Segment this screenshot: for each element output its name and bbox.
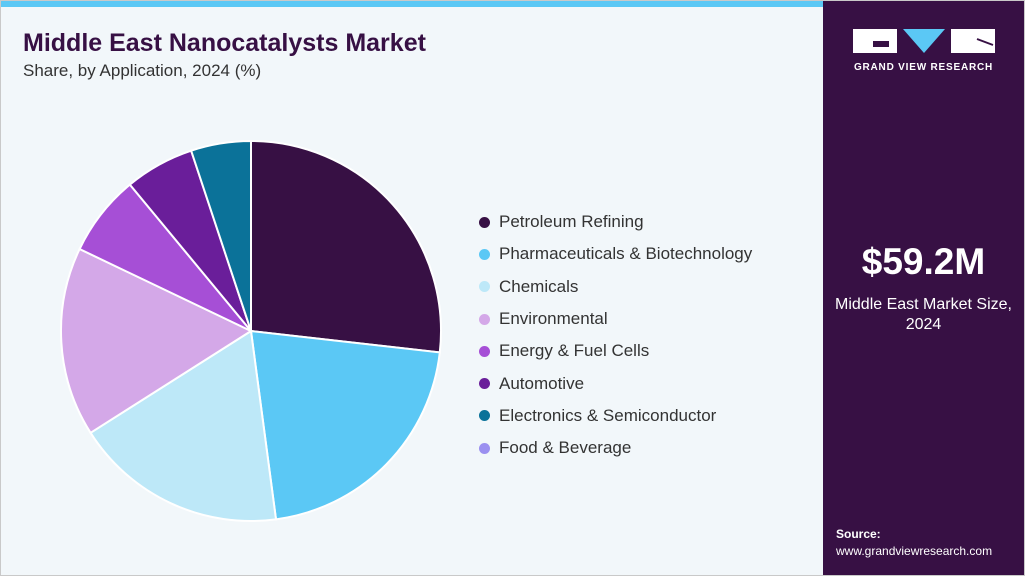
pie-slice-6 — [189, 139, 252, 332]
legend-marker — [479, 281, 490, 293]
legend-label: Electronics & Semiconductor — [499, 405, 717, 425]
legend: Petroleum Refining Pharmaceuticals & Biot… — [479, 206, 752, 464]
pie-chart — [60, 139, 442, 522]
legend-marker — [479, 313, 490, 325]
legend-label: Pharmaceuticals & Biotechnology — [499, 244, 753, 264]
legend-item: Food & Beverage — [479, 432, 752, 464]
legend-label: Petroleum Refining — [499, 212, 644, 232]
market-value: $59.2M — [861, 241, 986, 282]
legend-marker — [479, 216, 490, 228]
legend-item: Chemicals — [479, 271, 752, 303]
pie-slice-0 — [250, 139, 442, 354]
legend-label: Food & Beverage — [499, 438, 632, 458]
legend-marker — [479, 248, 490, 260]
market-label: Middle East Market Size, 2024 — [835, 296, 1012, 333]
pie-slice-2 — [89, 329, 278, 522]
legend-item: Energy & Fuel Cells — [479, 335, 752, 367]
source-label: Source: — [836, 527, 881, 541]
legend-marker — [479, 378, 490, 390]
legend-item: Petroleum Refining — [479, 206, 752, 238]
sidebar: GRAND VIEW RESEARCH $59.2M Middle East M… — [823, 1, 1024, 575]
legend-item: Automotive — [479, 367, 752, 399]
legend-item: Environmental — [479, 303, 752, 335]
legend-label: Environmental — [499, 309, 608, 329]
legend-marker — [479, 345, 490, 357]
logo-text: GRAND VIEW RESEARCH — [853, 62, 994, 73]
legend-label: Automotive — [499, 373, 585, 393]
accent-bar — [1, 1, 823, 7]
grand-view-research-logo — [853, 29, 995, 53]
chart-title: Middle East Nanocatalysts Market — [23, 29, 426, 57]
legend-marker — [479, 442, 490, 454]
pie-slice-1 — [249, 329, 441, 521]
legend-label: Chemicals — [499, 276, 579, 296]
legend-item: Pharmaceuticals & Biotechnology — [479, 238, 752, 270]
pie-slice-3 — [60, 247, 254, 435]
chart-subtitle: Share, by Application, 2024 (%) — [23, 61, 262, 80]
legend-label: Energy & Fuel Cells — [499, 341, 650, 361]
legend-item: Electronics & Semiconductor — [479, 400, 752, 432]
legend-marker — [479, 410, 490, 422]
source-link[interactable]: www.grandviewresearch.com — [836, 544, 993, 558]
